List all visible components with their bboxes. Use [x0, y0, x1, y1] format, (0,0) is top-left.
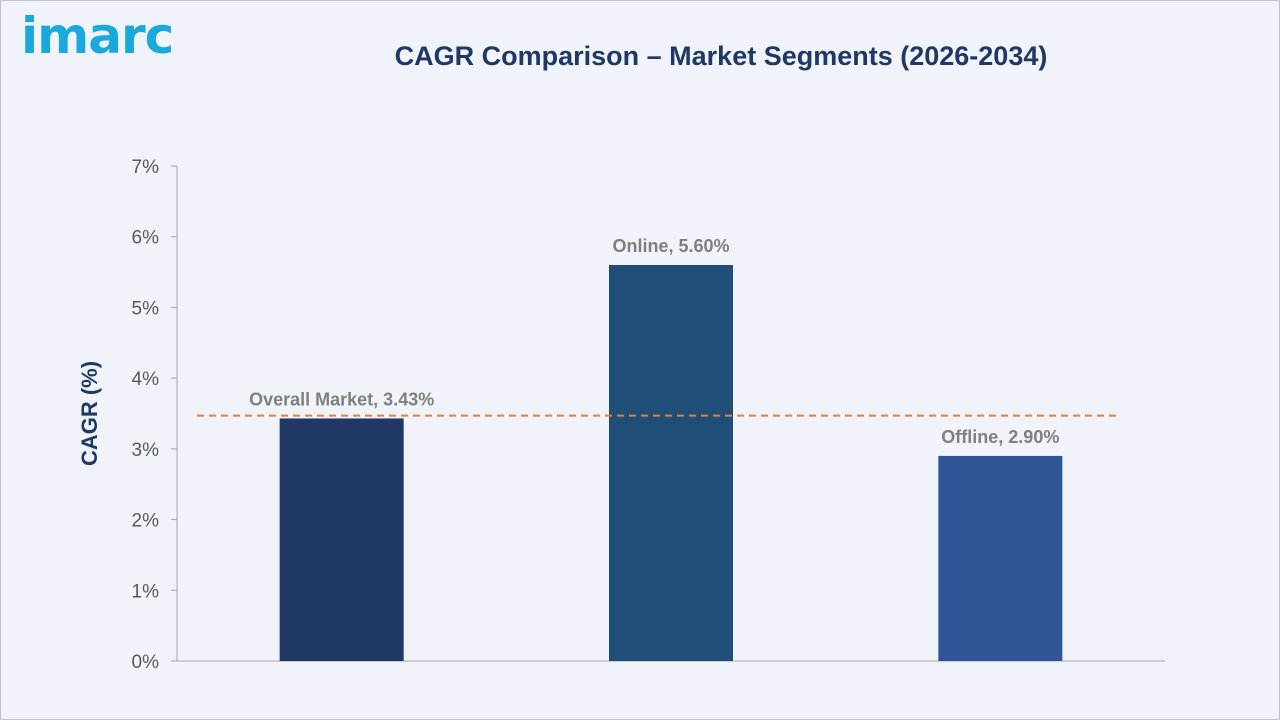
- y-axis-title: CAGR (%): [77, 361, 102, 466]
- y-tick-label: 7%: [132, 157, 160, 178]
- bar-online: [609, 265, 733, 661]
- data-labels: Overall Market, 3.43% Online, 5.60% Offlin…: [249, 236, 1059, 447]
- y-axis: 0% 1% 2% 3% 4% 5% 6% 7%: [132, 157, 1165, 673]
- y-tick-label: 6%: [132, 228, 160, 249]
- data-label: Offline, 2.90%: [941, 427, 1059, 447]
- data-label: Online, 5.60%: [612, 236, 729, 256]
- chart-title: CAGR Comparison – Market Segments (2026-…: [394, 41, 1048, 71]
- bar-overall-market: [279, 418, 404, 661]
- y-tick-label: 4%: [132, 369, 160, 390]
- bar-offline: [938, 455, 1063, 661]
- y-tick-label: 5%: [132, 298, 160, 319]
- y-tick-label: 0%: [132, 652, 160, 673]
- y-tick-label: 3%: [132, 440, 160, 461]
- data-label: Overall Market, 3.43%: [249, 389, 434, 409]
- y-tick-label: 1%: [132, 581, 160, 602]
- bars: [279, 265, 1063, 661]
- imarc-logo: imarc: [21, 7, 174, 65]
- y-tick-label: 2%: [132, 511, 160, 532]
